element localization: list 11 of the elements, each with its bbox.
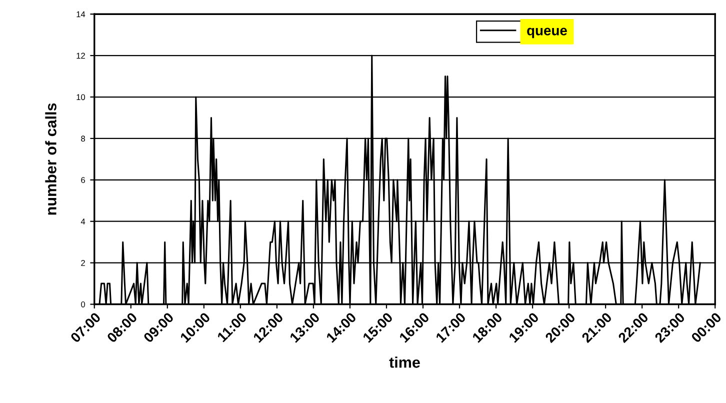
y-tick-label: 12 xyxy=(76,52,85,59)
y-tick-label: 4 xyxy=(80,218,86,224)
y-tick-label: 2 xyxy=(81,260,85,266)
y-tick-label: 0 xyxy=(81,301,86,308)
y-tick-label: 10 xyxy=(76,94,86,100)
y-axis-title: number of calls xyxy=(45,103,56,215)
y-tick-label: 6 xyxy=(81,177,85,184)
y-tick-label: 8 xyxy=(81,136,85,142)
x-axis-title: time xyxy=(389,356,420,368)
legend-label: queue xyxy=(527,28,567,38)
y-tick-label: 14 xyxy=(76,11,86,18)
